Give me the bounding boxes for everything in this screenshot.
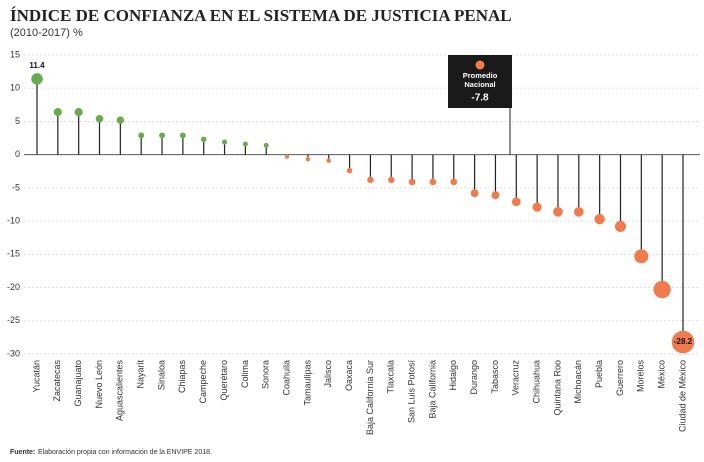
x-tick-label: Sinaloa [156, 360, 166, 390]
y-tick-label: -30 [7, 348, 20, 358]
dot [553, 206, 563, 217]
dot [532, 202, 542, 212]
dot [408, 178, 416, 186]
value-label: -28.2 [674, 337, 693, 346]
source-text: Elaboración propia con información de la… [38, 449, 212, 456]
x-tick-label: Puebla [594, 360, 604, 388]
dot [31, 73, 43, 85]
dot [53, 108, 62, 117]
x-tick-label: México [657, 360, 667, 389]
x-tick-label: Tlaxcala [386, 360, 396, 394]
dot [367, 176, 374, 184]
dot [95, 115, 104, 123]
x-tick-label: Zacatecas [52, 360, 62, 402]
x-tick-label: Querétaro [219, 360, 229, 401]
y-tick-label: 10 [10, 83, 20, 93]
y-tick-label: -5 [12, 182, 20, 192]
x-tick-label: Chiapas [177, 360, 187, 394]
dot [326, 158, 332, 163]
x-tick-label: Sonora [261, 360, 271, 389]
y-tick-label: 15 [10, 49, 20, 59]
dot [242, 141, 248, 147]
x-tick-label: Chihuahua [532, 360, 542, 404]
x-tick-label: Tabasco [490, 360, 500, 394]
x-tick-label: Oaxaca [344, 360, 354, 391]
x-tick-label: Ciudad de México [677, 360, 687, 432]
x-tick-label: San Luis Potosí [406, 360, 416, 424]
dot [116, 116, 125, 124]
value-label: 11.4 [29, 61, 45, 70]
x-tick-label: Colima [240, 360, 250, 388]
x-tick-label: Hidalgo [448, 360, 458, 391]
annotation-value: -7.8 [471, 93, 489, 104]
x-tick-label: Yucatán [31, 360, 41, 393]
dot [450, 178, 458, 186]
y-tick-label: -25 [7, 315, 20, 325]
dot [305, 157, 311, 162]
dot [671, 330, 695, 354]
y-tick-label: 0 [15, 149, 20, 159]
dot [346, 167, 353, 174]
y-tick-label: 5 [15, 116, 20, 126]
x-tick-label: Baja California Sur [365, 360, 375, 435]
dot [284, 154, 290, 159]
dot [511, 197, 521, 207]
dot [634, 249, 649, 264]
x-tick-label: Aguascalientes [115, 360, 125, 422]
annotation-dot [475, 60, 485, 70]
annotation-text: Nacional [464, 80, 495, 89]
dot [179, 132, 186, 139]
x-tick-label: Campeche [198, 360, 208, 404]
x-tick-label: Nayarit [136, 360, 146, 389]
dot [470, 189, 479, 198]
x-tick-label: Guerrero [615, 360, 625, 396]
dot [614, 220, 627, 232]
x-tick-label: Veracruz [511, 360, 521, 396]
x-tick-label: Baja California [427, 360, 437, 419]
dot [653, 280, 671, 299]
dot [594, 213, 605, 225]
dot [429, 178, 437, 186]
dot [200, 136, 207, 143]
x-tick-label: Michoacán [573, 360, 583, 404]
chart-subtitle: (2010-2017) % [10, 27, 83, 39]
y-tick-label: -20 [7, 282, 20, 292]
x-tick-label: Quintana Roo [552, 360, 562, 416]
x-tick-label: Jalisco [323, 360, 333, 388]
source-label: Fuente: [10, 449, 35, 456]
y-tick-label: -10 [7, 215, 20, 225]
dot [74, 108, 83, 117]
x-tick-label: Nuevo León [94, 360, 104, 409]
dot [388, 176, 395, 184]
annotation-text: Promedio [463, 71, 498, 80]
x-tick-label: Morelos [636, 360, 646, 393]
dot [221, 139, 228, 145]
dot [263, 142, 269, 148]
dot [159, 132, 165, 139]
y-tick-label: -15 [7, 249, 20, 259]
chart-title: ÍNDICE DE CONFIANZA EN EL SISTEMA DE JUS… [10, 6, 512, 25]
x-tick-label: Coahuila [281, 360, 291, 396]
x-tick-label: Tamaulipas [302, 360, 312, 406]
dot [138, 132, 145, 139]
x-tick-label: Guanajuato [73, 360, 83, 407]
x-tick-label: Durango [469, 360, 479, 395]
dot [491, 191, 500, 200]
dot [573, 206, 584, 217]
